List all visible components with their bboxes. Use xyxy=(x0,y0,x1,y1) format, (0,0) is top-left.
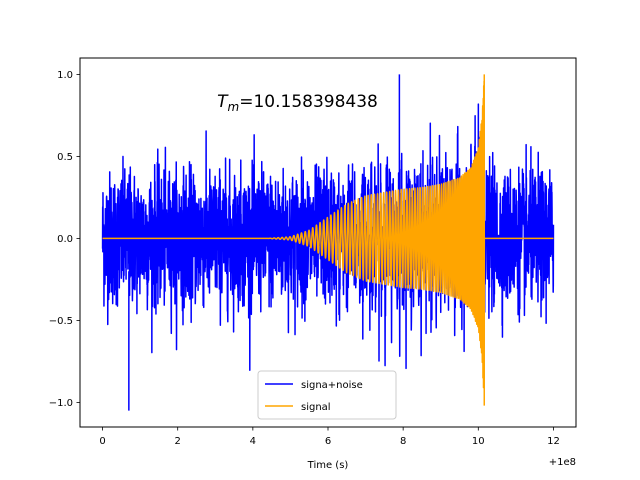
y-tick-label: −0.5 xyxy=(49,316,73,327)
y-tick-label: 1.0 xyxy=(57,70,73,81)
x-offset-label: +1e8 xyxy=(549,457,576,468)
annotation-value: =10.158398438 xyxy=(239,92,378,112)
legend: signa+noise signal xyxy=(257,370,397,420)
series-line-signal xyxy=(101,74,555,406)
y-tick-label: 0.0 xyxy=(57,234,73,245)
legend-label-signa-noise: signa+noise xyxy=(301,380,363,391)
legend-label-signal: signal xyxy=(301,402,331,413)
x-axis: 0 2 4 6 8 10 12 xyxy=(99,427,560,447)
x-tick-label: 8 xyxy=(400,436,406,447)
annotation-symbol: T xyxy=(217,92,229,112)
merger-time-annotation: Tm=10.158398438 xyxy=(217,92,378,114)
x-tick-label: 6 xyxy=(325,436,331,447)
legend-box xyxy=(257,370,397,420)
series-layer xyxy=(101,74,555,411)
annotation-subscript: m xyxy=(228,100,240,114)
x-axis-label: Time (s) xyxy=(307,460,349,471)
y-tick-label: −1.0 xyxy=(49,398,73,409)
x-tick-label: 0 xyxy=(99,436,105,447)
y-tick-label: 0.5 xyxy=(57,152,73,163)
x-tick-label: 4 xyxy=(250,436,256,447)
x-tick-label: 10 xyxy=(472,436,485,447)
x-tick-label: 2 xyxy=(175,436,181,447)
x-tick-label: 12 xyxy=(547,436,560,447)
y-axis: −1.0 −0.5 0.0 0.5 1.0 xyxy=(49,70,80,409)
